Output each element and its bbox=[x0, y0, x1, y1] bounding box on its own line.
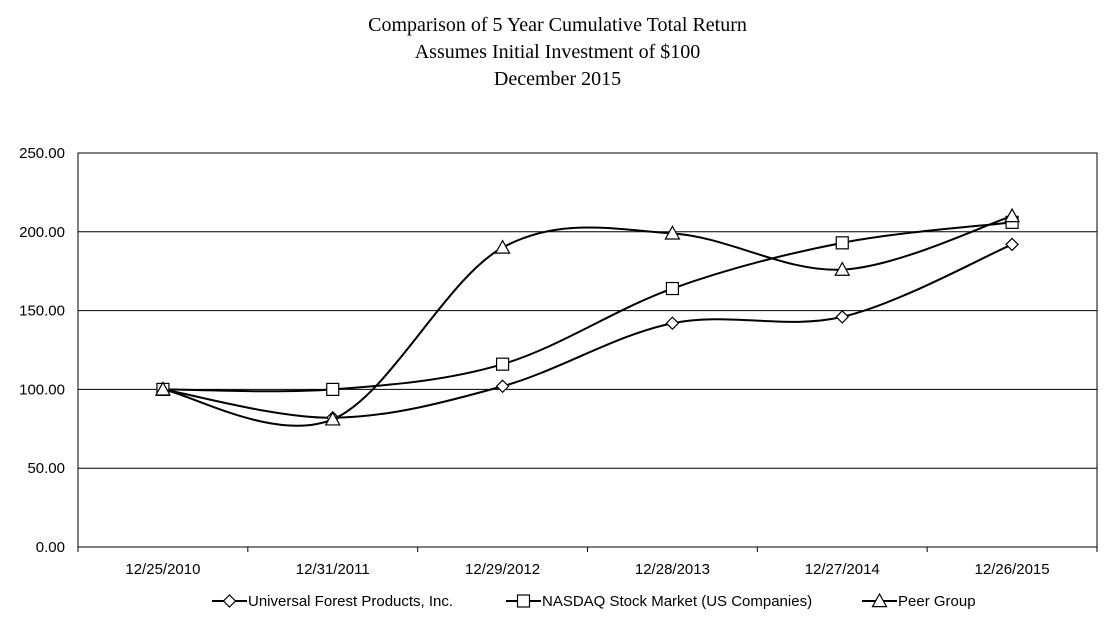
data-point-square bbox=[835, 236, 849, 250]
data-point-triangle bbox=[834, 261, 851, 276]
legend-label: NASDAQ Stock Market (US Companies) bbox=[542, 593, 812, 610]
legend-label: Peer Group bbox=[898, 593, 976, 610]
series-1 bbox=[156, 237, 1019, 425]
y-tick-label: 200.00 bbox=[19, 224, 65, 241]
plot-area bbox=[77, 152, 1098, 548]
x-tick-label: 12/29/2012 bbox=[465, 561, 540, 578]
legend-marker-diamond bbox=[222, 594, 237, 608]
data-point-diamond bbox=[835, 310, 850, 324]
y-tick-label: 100.00 bbox=[19, 381, 65, 398]
y-tick-label: 50.00 bbox=[27, 460, 65, 477]
chart-subtitle-date: December 2015 bbox=[493, 68, 622, 90]
legend-label: Universal Forest Products, Inc. bbox=[248, 593, 453, 610]
series-2 bbox=[156, 215, 1019, 396]
data-point-diamond bbox=[665, 316, 680, 331]
series-3 bbox=[154, 207, 1021, 427]
series-line bbox=[162, 215, 1013, 427]
series-line bbox=[162, 243, 1013, 419]
x-tick-label: 12/31/2011 bbox=[296, 561, 370, 578]
y-tick-label: 250.00 bbox=[19, 145, 65, 162]
data-point-triangle bbox=[324, 411, 341, 426]
x-tick-label: 12/25/2010 bbox=[125, 561, 200, 578]
data-point-diamond bbox=[1005, 237, 1019, 252]
chart-title: Comparison of 5 Year Cumulative Total Re… bbox=[368, 14, 747, 36]
chart-title-block: Comparison of 5 Year Cumulative Total Re… bbox=[0, 12, 1115, 93]
legend-marker-triangle bbox=[871, 592, 888, 608]
data-point-square bbox=[495, 357, 510, 371]
data-point-diamond bbox=[495, 379, 510, 394]
y-tick-label: 0.00 bbox=[36, 539, 65, 556]
data-point-triangle bbox=[1004, 207, 1021, 223]
data-point-triangle bbox=[154, 381, 171, 396]
y-tick-label: 150.00 bbox=[19, 303, 65, 320]
legend-item: NASDAQ Stock Market (US Companies) bbox=[506, 593, 812, 610]
data-point-square bbox=[665, 281, 680, 296]
data-point-triangle bbox=[494, 239, 511, 254]
legend-item: Universal Forest Products, Inc. bbox=[212, 593, 453, 610]
chart-subtitle: Assumes Initial Investment of $100 bbox=[414, 41, 701, 63]
x-tick-label: 12/28/2013 bbox=[635, 561, 710, 578]
legend-marker-square bbox=[516, 594, 531, 608]
x-tick-label: 12/27/2014 bbox=[805, 561, 880, 578]
data-point-triangle bbox=[664, 225, 681, 240]
data-point-square bbox=[326, 382, 340, 396]
x-tick-label: 12/26/2015 bbox=[975, 561, 1050, 578]
series-line bbox=[162, 221, 1013, 393]
legend-item: Peer Group bbox=[862, 592, 976, 610]
